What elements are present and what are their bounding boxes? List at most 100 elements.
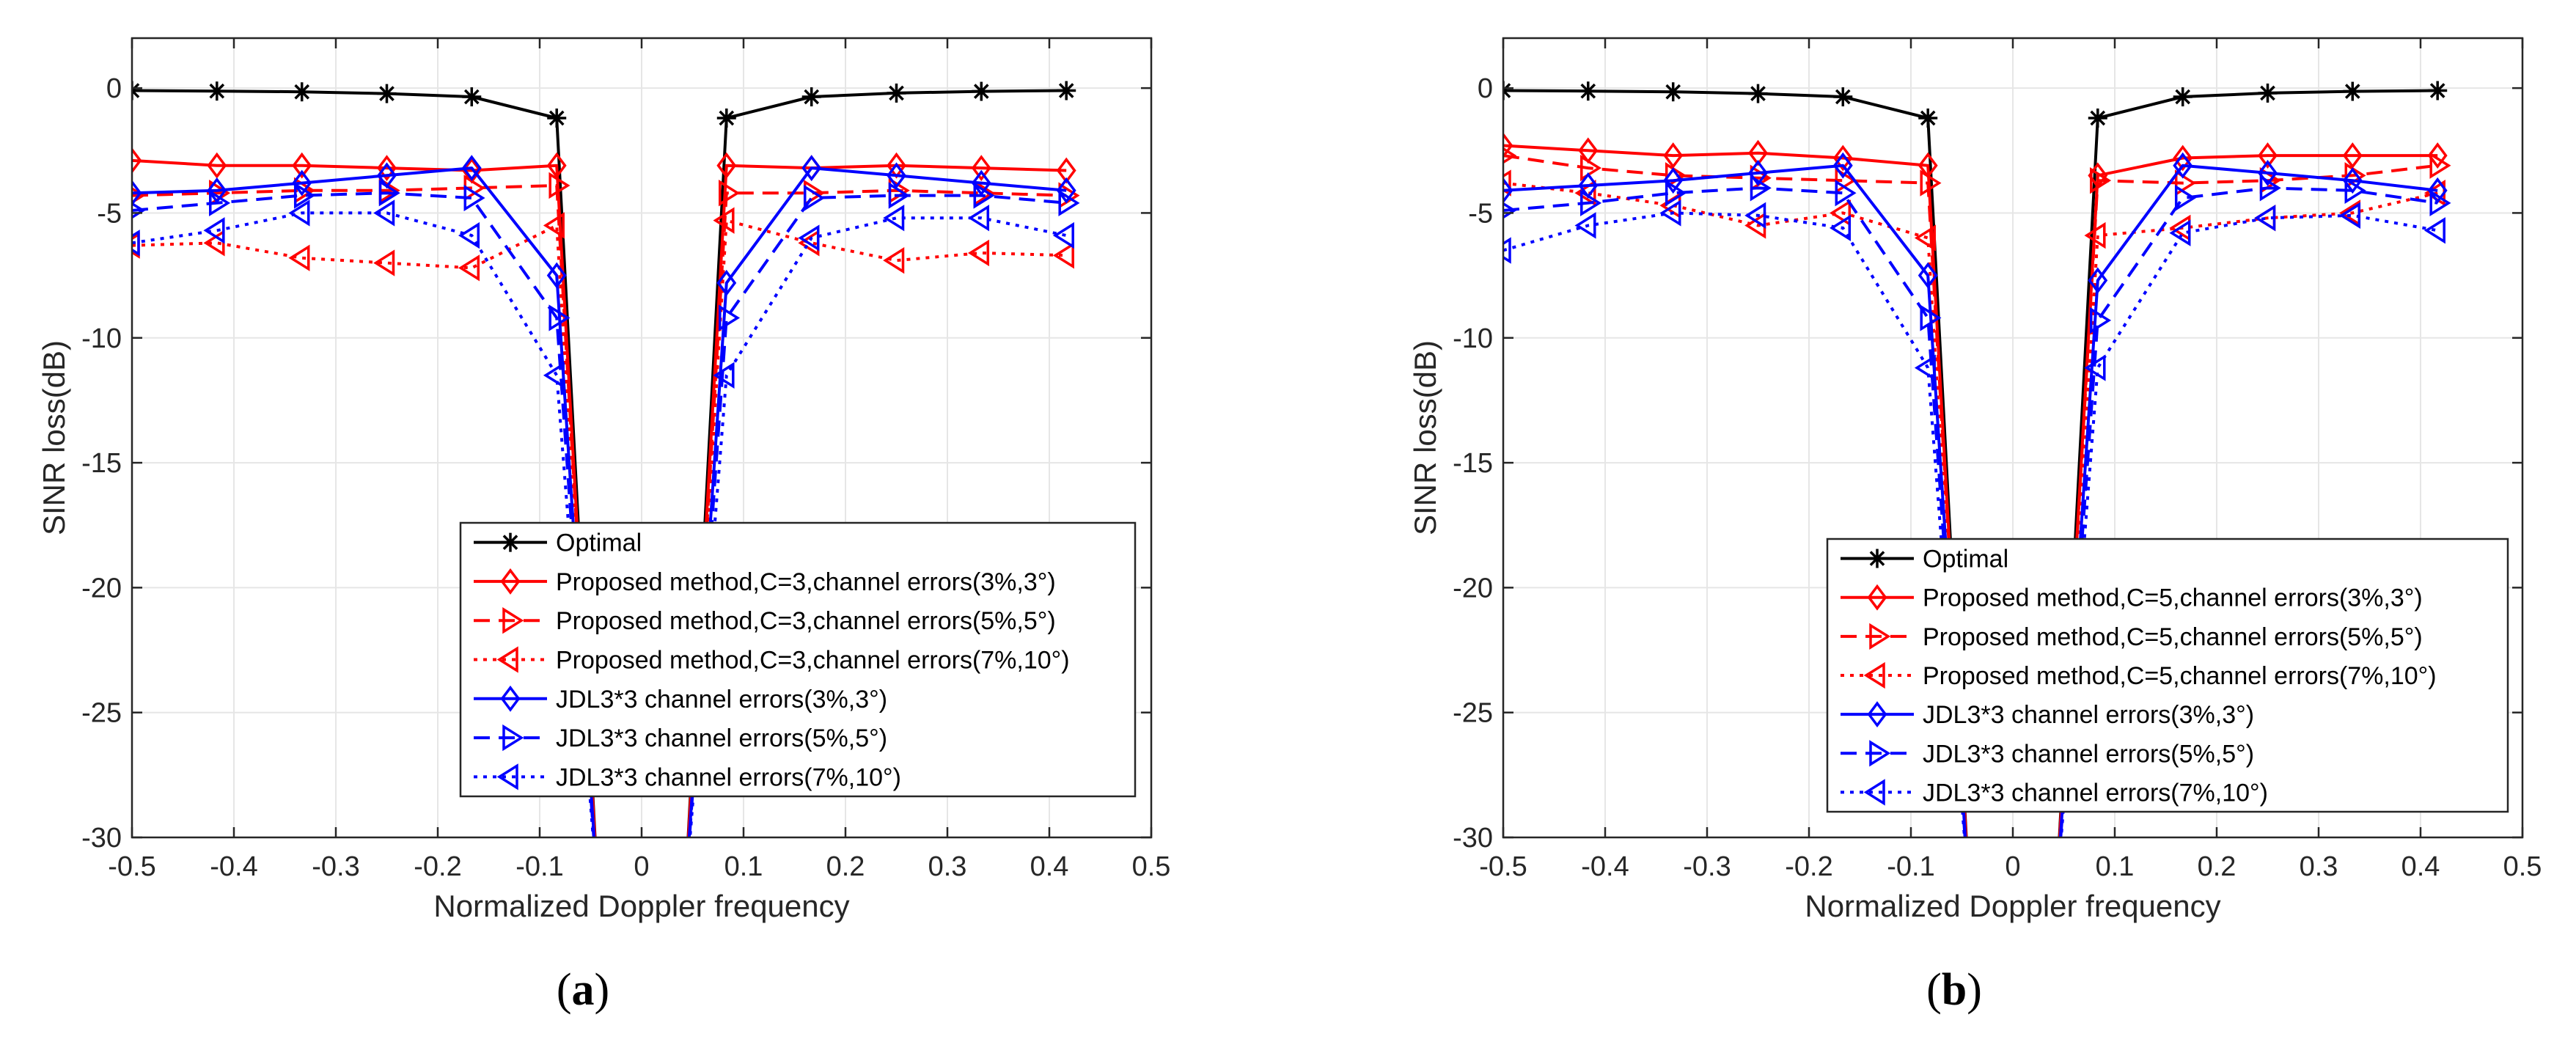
- series-line-5: [132, 166, 1067, 837]
- data-point: [132, 230, 140, 257]
- series-line-6: [132, 191, 1067, 837]
- data-point: [1748, 84, 1768, 103]
- data-point: [967, 239, 990, 267]
- legend-label: Proposed method,C=5,channel errors(5%,5°…: [1923, 623, 2423, 651]
- data-point: [2258, 160, 2278, 186]
- caption-open: (: [1926, 965, 1942, 1015]
- data-point: [377, 84, 397, 103]
- data-point: [207, 177, 227, 204]
- data-point: [1829, 214, 1852, 242]
- data-point: [1918, 109, 1938, 128]
- data-point: [288, 199, 310, 227]
- panel-caption: (a): [557, 965, 609, 1015]
- data-point: [713, 362, 735, 389]
- data-point: [463, 184, 485, 212]
- data-point: [543, 362, 565, 389]
- legend-label: Optimal: [556, 529, 642, 557]
- series-line-6: [1503, 186, 2438, 837]
- data-point: [548, 172, 570, 199]
- data-point: [1503, 169, 1511, 197]
- data-point: [2084, 221, 2106, 249]
- y-tick-label: -15: [81, 448, 122, 479]
- legend-marker: [502, 607, 524, 634]
- x-tick-label: -0.4: [210, 851, 257, 882]
- data-point: [798, 224, 820, 252]
- legend: Optimal Proposed method,C=3,channel error…: [459, 521, 1137, 798]
- data-point: [967, 205, 990, 232]
- series-line-2: [1503, 144, 2438, 837]
- data-point: [719, 304, 741, 331]
- data-point: [971, 155, 991, 182]
- panel-caption: (b): [1926, 965, 1982, 1015]
- legend-marker: [1863, 779, 1885, 806]
- data-point: [132, 180, 142, 207]
- data-point: [1918, 262, 1938, 289]
- data-point: [2173, 152, 2193, 179]
- data-point: [803, 184, 826, 212]
- legend-label: Optimal: [1923, 546, 2008, 573]
- x-tick-label: 0.2: [2198, 851, 2236, 882]
- data-point: [716, 269, 737, 296]
- x-tick-label: 0.1: [2096, 851, 2135, 882]
- data-point: [2258, 83, 2278, 103]
- x-tick-label: -0.2: [1785, 851, 1832, 882]
- data-point: [458, 221, 480, 249]
- data-point: [1663, 82, 1683, 102]
- x-tick-label: -0.5: [1479, 851, 1527, 882]
- legend-marker: [496, 763, 518, 790]
- legend-label: Proposed method,C=3,channel errors(7%,10…: [556, 647, 1070, 675]
- data-point: [1832, 144, 1853, 172]
- data-point: [1833, 87, 1853, 107]
- data-point: [546, 262, 567, 289]
- data-point: [377, 155, 397, 182]
- series-line-5: [1503, 164, 2438, 837]
- legend-entry: Proposed method,C=5,channel errors(7%,10…: [1841, 661, 2437, 690]
- legend-entry: JDL3*3 channel errors(7%,10°): [1841, 779, 2268, 807]
- legend-marker: [500, 568, 521, 595]
- data-point: [1057, 81, 1076, 100]
- data-point: [546, 152, 567, 179]
- data-point: [1503, 237, 1511, 264]
- data-point: [2084, 354, 2106, 381]
- y-tick-label: -30: [1453, 823, 1493, 854]
- data-point: [2173, 144, 2193, 172]
- data-point: [2342, 142, 2363, 169]
- legend-marker: [501, 532, 520, 552]
- legend-label: Proposed method,C=3,channel errors(5%,5°…: [556, 607, 1056, 635]
- data-point: [1574, 180, 1596, 207]
- x-tick-label: 0.5: [1132, 851, 1171, 882]
- legend-box: [1826, 537, 2509, 813]
- x-tick-label: -0.5: [108, 851, 155, 882]
- data-point: [1832, 152, 1853, 179]
- data-point: [132, 202, 146, 219]
- data-point: [972, 81, 991, 101]
- data-point: [1578, 81, 1598, 101]
- legend-marker: [1863, 661, 1885, 689]
- data-point: [1663, 167, 1684, 194]
- x-tick-label: -0.3: [312, 851, 359, 882]
- series-line-7: [1503, 211, 2438, 837]
- data-point: [1580, 154, 1602, 182]
- x-tick-label: -0.2: [414, 851, 461, 882]
- data-point: [2174, 169, 2197, 197]
- data-point: [373, 199, 395, 227]
- data-point: [801, 87, 821, 107]
- legend-label: JDL3*3 channel errors(5%,5°): [1923, 740, 2254, 768]
- data-point: [373, 249, 395, 276]
- legend-entry: JDL3*3 channel errors(5%,5°): [474, 724, 887, 752]
- legend-entry: Proposed method,C=3,channel errors(3%,3°…: [474, 568, 1056, 596]
- data-point: [1503, 147, 1517, 164]
- legend-label: Proposed method,C=5,channel errors(3%,3°…: [1923, 584, 2423, 612]
- data-point: [883, 246, 905, 274]
- caption-letter: a: [572, 965, 595, 1015]
- legend-marker: [1867, 701, 1887, 728]
- caption-letter: b: [1942, 965, 1967, 1015]
- legend-marker: [500, 685, 521, 712]
- legend-marker: [1869, 740, 1891, 767]
- data-point: [2423, 217, 2445, 244]
- legend-entry: JDL3*3 channel errors(7%,10°): [474, 763, 901, 791]
- y-axis-label: SINR loss(dB): [1408, 340, 1442, 535]
- y-tick-label: 0: [1478, 73, 1493, 104]
- caption-close: ): [595, 965, 610, 1015]
- data-point: [1503, 202, 1517, 219]
